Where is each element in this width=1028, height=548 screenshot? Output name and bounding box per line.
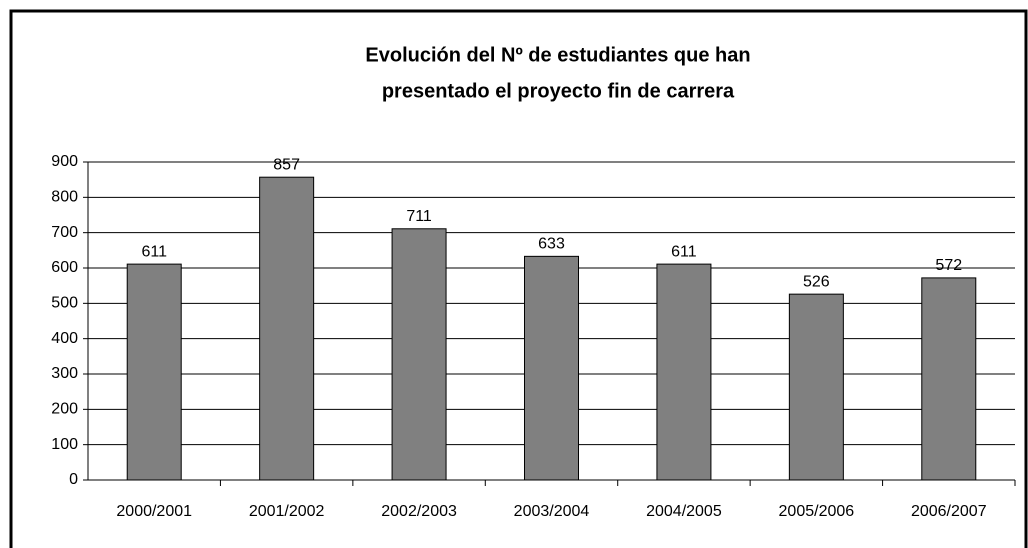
x-tick-label: 2005/2006 — [779, 503, 855, 520]
data-label: 526 — [803, 273, 830, 290]
y-tick-label: 200 — [51, 401, 78, 418]
bar — [126, 263, 182, 481]
y-tick-label: 100 — [51, 436, 78, 453]
bar — [921, 277, 977, 481]
y-tick-label: 0 — [69, 471, 78, 488]
x-tick-label: 2000/2001 — [116, 503, 192, 520]
x-tick-label: 2002/2003 — [381, 503, 457, 520]
x-tick-label: 2006/2007 — [911, 503, 987, 520]
chart-border — [9, 9, 1028, 548]
bar — [788, 293, 844, 481]
x-tick-label: 2004/2005 — [646, 503, 722, 520]
data-label: 633 — [538, 236, 565, 253]
y-tick-label: 900 — [51, 153, 78, 170]
bar — [524, 255, 579, 481]
bar — [259, 176, 315, 481]
y-tick-label: 300 — [51, 365, 78, 382]
data-label: 611 — [141, 243, 167, 260]
x-tick-label: 2001/2002 — [249, 503, 325, 520]
y-tick-label: 600 — [51, 259, 78, 276]
data-label: 572 — [935, 257, 962, 274]
y-tick-label: 500 — [51, 295, 78, 312]
bar — [656, 263, 712, 481]
bar — [391, 228, 447, 481]
chart-title: presentado el proyecto fin de carrera — [382, 80, 735, 102]
y-tick-label: 800 — [51, 189, 78, 206]
data-label: 711 — [406, 208, 432, 225]
y-tick-label: 700 — [51, 224, 78, 241]
y-tick-label: 400 — [51, 330, 78, 347]
data-label: 611 — [671, 243, 697, 260]
x-tick-label: 2003/2004 — [514, 503, 590, 520]
chart-title: Evolución del Nº de estudiantes que han — [365, 44, 750, 66]
data-label: 857 — [273, 156, 300, 173]
